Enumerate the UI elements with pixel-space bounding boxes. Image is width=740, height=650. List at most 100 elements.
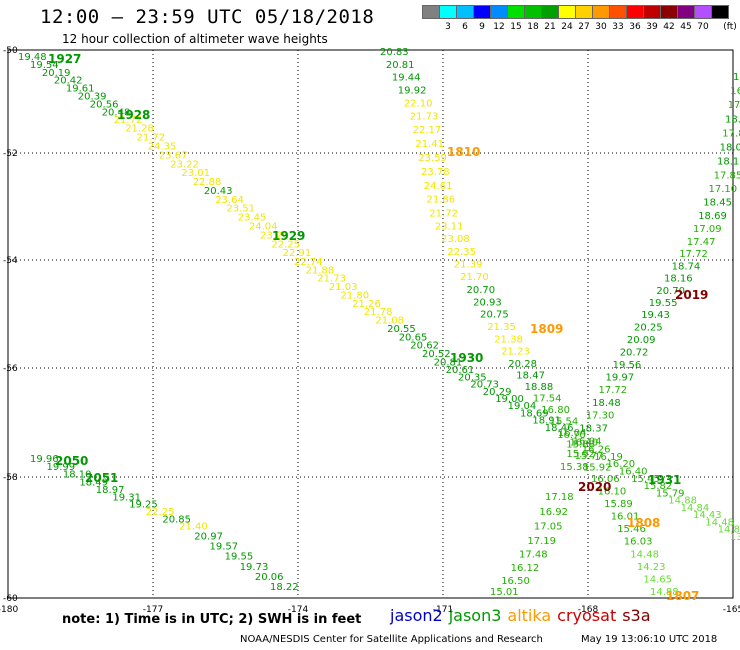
- wave-height-value: 20.97: [194, 532, 223, 543]
- wave-height-value: 18.16: [664, 274, 693, 285]
- scale-label: 39: [646, 22, 658, 32]
- wave-height-value: 17.72: [599, 385, 628, 396]
- wave-height-value: 17.85: [714, 171, 740, 182]
- wave-height-value: 15.54: [550, 417, 579, 428]
- wave-height-value: 20.65: [399, 332, 428, 343]
- wave-height-value: 16.40: [570, 437, 599, 448]
- wave-height-value: 13.35: [730, 532, 740, 543]
- page-subtitle: 12 hour collection of altimeter wave hei…: [62, 32, 328, 46]
- wave-height-value: 20.42: [54, 76, 83, 87]
- wave-height-value: 20.62: [410, 341, 439, 352]
- wave-height-value: 20.83: [380, 47, 409, 58]
- wave-height-value: 17.8: [728, 100, 740, 111]
- track-label: 2050: [55, 454, 88, 468]
- wave-height-value: 20.28: [508, 359, 537, 370]
- wave-height-value: 21.03: [329, 282, 358, 293]
- wave-height-value: 18.22: [270, 582, 299, 593]
- wave-height-value: 16.50: [501, 576, 530, 587]
- wave-height-value: 16.03: [624, 537, 653, 548]
- wave-height-value: 20.56: [90, 99, 119, 110]
- track-label: 1930: [450, 351, 483, 365]
- wave-height-value: 23.11: [435, 222, 464, 233]
- wave-height-value: 18.11: [717, 157, 740, 168]
- wave-height-value: 20.81: [434, 357, 463, 368]
- wave-height-value: 20.70: [656, 286, 685, 297]
- legend-s3a: s3a: [622, 606, 651, 625]
- wave-height-value: 21.80: [341, 290, 370, 301]
- track-label: 1929: [272, 229, 305, 243]
- wave-height-value: 18.10: [63, 470, 92, 481]
- wave-height-value: 20.70: [467, 285, 496, 296]
- wave-height-value: 19.61: [66, 84, 95, 95]
- track-label: 1931: [648, 473, 681, 487]
- wave-height-value: 16.04: [573, 436, 602, 447]
- wave-height-value: 23.01: [181, 168, 210, 179]
- wave-height-value: 22.25: [146, 507, 175, 518]
- wave-height-value: 16.26: [582, 445, 611, 456]
- wave-height-value: 20.39: [78, 92, 107, 103]
- page-title: 12:00 – 23:59 UTC 05/18/2018: [40, 6, 375, 28]
- wave-height-value: 18.97: [96, 485, 125, 496]
- wave-height-value: 16: [730, 86, 740, 97]
- wave-height-value: 21.40: [179, 522, 208, 533]
- wave-height-value: 16.06: [591, 474, 620, 485]
- wave-height-value: 16.01: [611, 512, 640, 523]
- footer-timestamp: May 19 13:06:10 UTC 2018: [581, 634, 718, 645]
- wave-height-value: 22.10: [404, 99, 433, 110]
- wave-height-value: 18.69: [520, 408, 549, 419]
- x-tick-label: -171: [433, 605, 453, 615]
- wave-height-value: 15.88: [566, 439, 595, 450]
- wave-height-value: 22.35: [447, 247, 476, 258]
- wave-height-value: 20.93: [473, 297, 502, 308]
- wave-height-value: 19.04: [508, 401, 537, 412]
- wave-height-value: 17.18: [545, 492, 574, 503]
- wave-height-value: 18.74: [672, 261, 701, 272]
- wave-height-value: 15.82: [644, 481, 673, 492]
- wave-height-value: 21.35: [487, 322, 516, 333]
- scale-label: 24: [561, 22, 573, 32]
- track-label: 2020: [578, 480, 611, 494]
- wave-height-value: 16.40: [619, 467, 648, 478]
- wave-height-value: 14.23: [637, 562, 666, 573]
- wave-height-value: 16.10: [598, 487, 627, 498]
- wave-height-value: 24.35: [148, 142, 177, 153]
- wave-height-value: 16.92: [539, 507, 568, 518]
- wave-height-value: 19.55: [649, 298, 678, 309]
- wave-height-value: 19.25: [129, 500, 158, 511]
- scale-label: 70: [697, 22, 709, 32]
- footer-credit: NOAA/NESDIS Center for Satellite Applica…: [240, 634, 543, 645]
- wave-height-value: 19.54: [30, 60, 59, 71]
- wave-height-value: 23.51: [226, 204, 255, 215]
- map-frame: [7, 49, 734, 599]
- wave-height-value: 15.92: [583, 462, 612, 473]
- wave-height-value: 20.72: [620, 348, 649, 359]
- y-tick-label: -50: [3, 46, 18, 56]
- wave-height-value: 21.39: [454, 260, 483, 271]
- scale-label: 21: [544, 22, 556, 32]
- y-tick-label: -54: [3, 256, 18, 266]
- wave-height-value: 19.99: [47, 462, 76, 473]
- wave-height-value: 23.22: [170, 159, 199, 170]
- scale-label: 42: [663, 22, 675, 32]
- wave-height-value: 19.44: [392, 73, 421, 84]
- scale-unit: (ft): [723, 22, 737, 32]
- legend-jason3: jason3: [448, 606, 502, 625]
- wave-height-value: 22.17: [413, 125, 442, 136]
- wave-height-value: 18.46: [545, 423, 574, 434]
- track-label: 2051: [85, 471, 118, 485]
- wave-height-value: 20.19: [42, 68, 71, 79]
- wave-height-value: 21.78: [364, 307, 393, 318]
- x-tick-label: -180: [0, 605, 18, 615]
- wave-height-value: 19.92: [398, 86, 427, 97]
- wave-height-value: 22.91: [283, 248, 312, 259]
- wave-height-value: 20.06: [255, 572, 284, 583]
- wave-height-value: 14.48: [705, 517, 734, 528]
- wave-height-value: 23.64: [215, 195, 244, 206]
- wave-height-value: 18.37: [579, 424, 608, 435]
- wave-height-value: 15.89: [604, 499, 633, 510]
- scale-label: 15: [510, 22, 522, 32]
- x-tick-label: -177: [143, 605, 163, 615]
- scale-label: 18: [527, 22, 539, 32]
- wave-height-value: 23.08: [441, 234, 470, 245]
- scale-label: 12: [493, 22, 505, 32]
